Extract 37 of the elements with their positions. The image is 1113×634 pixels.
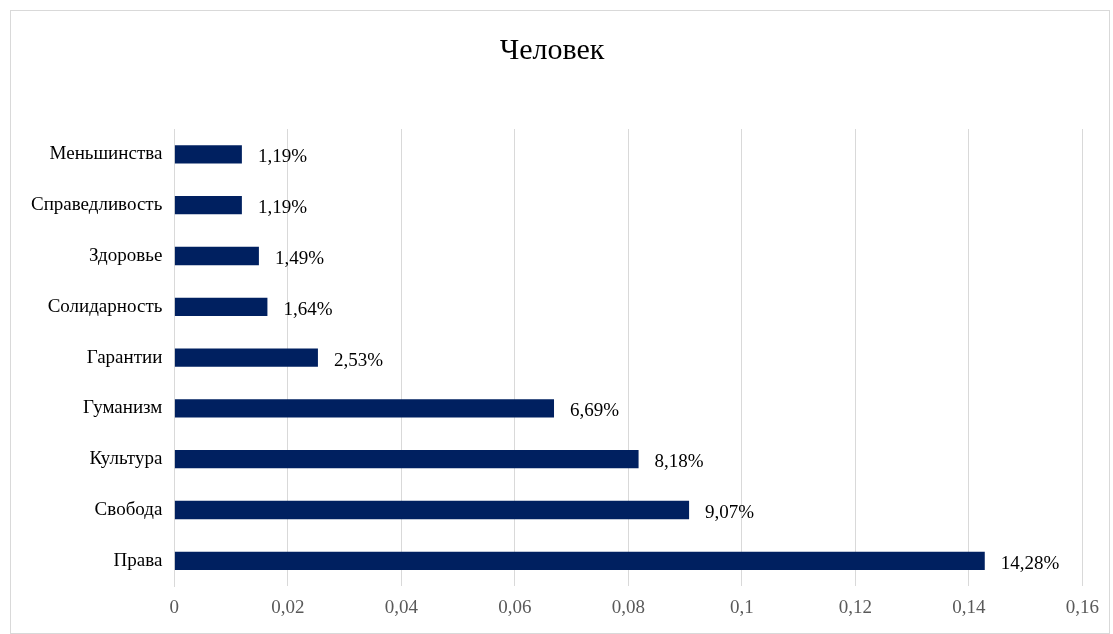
y-tick-label: Справедливость bbox=[30, 193, 163, 215]
data-label: 2,53% bbox=[333, 348, 384, 370]
y-tick-label: Свобода bbox=[94, 497, 163, 519]
y-tick-label: Здоровье bbox=[89, 243, 163, 265]
data-label: 14,28% bbox=[1000, 551, 1060, 573]
data-label: 9,07% bbox=[705, 500, 755, 522]
data-label: 1,49% bbox=[274, 246, 325, 268]
y-tick-label: Гуманизм bbox=[82, 396, 163, 418]
bar bbox=[174, 551, 985, 570]
data-label: 8,18% bbox=[654, 450, 704, 472]
x-tick-label: 0 bbox=[169, 595, 180, 617]
bar bbox=[174, 196, 242, 215]
x-tick-label: 0,04 bbox=[384, 595, 419, 617]
bar bbox=[174, 450, 639, 469]
x-tick-label: 0,14 bbox=[952, 595, 986, 617]
y-tick-label: Меньшинства bbox=[49, 142, 163, 164]
data-label: 1,19% bbox=[257, 145, 308, 167]
chart-title: Человек bbox=[499, 31, 605, 65]
data-label: 1,19% bbox=[257, 196, 308, 218]
y-tick-label: Гарантии bbox=[86, 345, 163, 367]
bar bbox=[174, 399, 555, 418]
y-tick-label: Права bbox=[113, 548, 163, 570]
x-tick-label: 0,16 bbox=[1065, 595, 1099, 617]
y-tick-label: Солидарность bbox=[47, 294, 163, 316]
x-tick-label: 0,12 bbox=[838, 595, 872, 617]
bar bbox=[174, 297, 268, 316]
y-tick-label: Культура bbox=[89, 447, 163, 469]
x-tick-label: 0,02 bbox=[271, 595, 305, 617]
x-tick-label: 0,1 bbox=[729, 595, 754, 617]
x-tick-label: 0,06 bbox=[498, 595, 532, 617]
bar bbox=[174, 246, 259, 266]
data-label: 6,69% bbox=[570, 399, 620, 421]
x-tick-label: 0,08 bbox=[611, 595, 645, 617]
bar bbox=[174, 348, 318, 367]
bar bbox=[174, 500, 690, 520]
bar bbox=[174, 145, 242, 164]
data-label: 1,64% bbox=[283, 297, 333, 319]
